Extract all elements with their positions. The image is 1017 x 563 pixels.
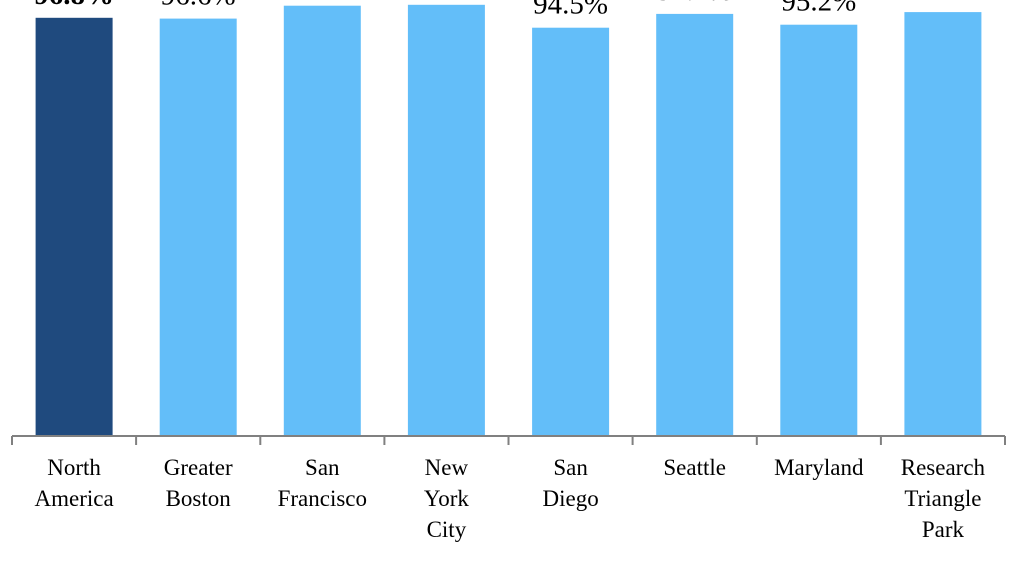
value-label-6: 95.2% (781, 0, 856, 18)
x-axis (11, 435, 1006, 445)
bar-1 (159, 18, 237, 436)
bar-3 (407, 4, 485, 437)
value-label-5: 97.7% (657, 0, 732, 7)
bar-7 (904, 12, 982, 436)
value-label-4: 94.5% (533, 0, 608, 21)
category-label-3: New York City (424, 455, 469, 542)
bar-6 (780, 24, 858, 436)
category-labels-group: North America Greater Boston San Francisco New… (35, 455, 986, 542)
bar-5 (656, 13, 734, 437)
category-label-6: Maryland (774, 455, 864, 480)
category-label-4: San Diego (542, 455, 598, 511)
category-label-5: Seattle (663, 455, 726, 480)
bars-group (35, 4, 982, 437)
bar-2 (283, 5, 361, 436)
value-label-7: 98.1% (905, 0, 980, 5)
bar-0 (35, 17, 113, 437)
value-label-1: 96.6% (161, 0, 236, 12)
category-label-2: San Francisco (278, 455, 367, 511)
value-label-0: 96.8% (34, 0, 114, 11)
bar-4 (532, 27, 610, 436)
category-label-7: Research Triangle Park (901, 455, 986, 542)
category-label-1: Greater Boston (164, 455, 233, 511)
value-labels-group: 96.8%96.6%99.6%99.8%94.5%97.7%95.2%98.1% (34, 0, 980, 21)
category-label-0: North America (35, 455, 114, 511)
